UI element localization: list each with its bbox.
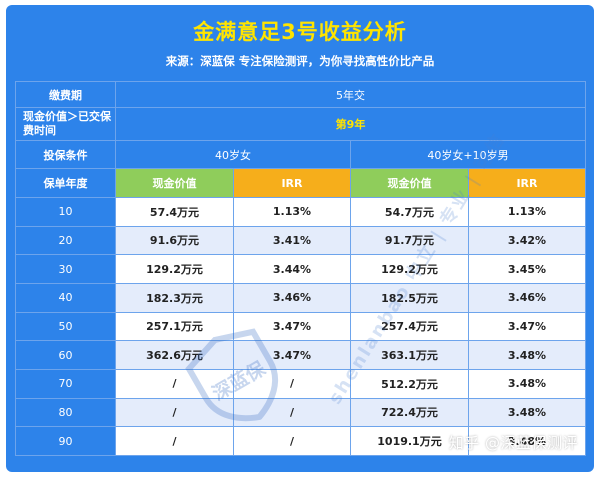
page-subtitle: 来源：深蓝保 专注保险测评，为你寻找高性价比产品 [165,54,435,68]
cash-value-exceed-row: 现金价值＞已交保费时间 第9年 [15,107,586,141]
group-a-cash-value: / [115,397,234,428]
group-b-cash-value: 257.4万元 [350,311,469,342]
group-b-cash-value: 91.7万元 [350,225,469,256]
group-b-irr: 3.45% [468,254,586,284]
group-b-cash-value: 722.4万元 [350,397,469,428]
group-b-irr: 3.46% [468,282,586,313]
group-a-irr: 1.13% [233,197,351,227]
group-b-irr: 3.48% [468,397,586,428]
group-a-cash-value: 362.6万元 [115,340,234,370]
table-row: 60 362.6万元 3.47% 363.1万元 3.48% [15,340,586,370]
policy-year-cell: 10 [15,197,116,227]
table-row: 80 / / 722.4万元 3.48% [15,397,586,428]
group-a-cash-value: 182.3万元 [115,282,234,313]
group-b-irr: 1.13% [468,197,586,227]
table-row: 20 91.6万元 3.41% 91.7万元 3.42% [15,225,586,256]
group-a-irr: / [233,397,351,428]
returns-table: 缴费期 5年交 现金价值＞已交保费时间 第9年 投保条件 40岁女 40岁女+1… [15,81,586,456]
group-b-irr: 3.42% [468,225,586,256]
group-b-cash-value: 54.7万元 [350,197,469,227]
table-row: 10 57.4万元 1.13% 54.7万元 1.13% [15,197,586,227]
table-row: 40 182.3万元 3.46% 182.5万元 3.46% [15,282,586,313]
insured-row: 投保条件 40岁女 40岁女+10岁男 [15,140,586,169]
group-b-cash-header: 现金价值 [350,168,469,198]
group-b-cash-value: 1019.1万元 [350,426,469,456]
policy-year-cell: 30 [15,254,116,284]
group-a-cash-value: 57.4万元 [115,197,234,227]
group-a-irr: 3.47% [233,311,351,342]
column-header-row: 保单年度 现金价值 IRR 现金价值 IRR [15,168,586,198]
group-b-irr: 3.47% [468,311,586,342]
group-a-irr: / [233,426,351,456]
table-row: 50 257.1万元 3.47% 257.4万元 3.47% [15,311,586,342]
group-b-cash-value: 512.2万元 [350,368,469,399]
group-a-cash-value: 129.2万元 [115,254,234,284]
cash-value-exceed-value: 第9年 [115,107,586,141]
group-b-cash-value: 363.1万元 [350,340,469,370]
group-b-irr: 3.48% [468,426,586,456]
policy-year-cell: 50 [15,311,116,342]
cash-value-exceed-label: 现金价值＞已交保费时间 [15,107,116,141]
table-row: 70 / / 512.2万元 3.48% [15,368,586,399]
table-row: 90 / / 1019.1万元 3.48% [15,426,586,456]
group-a-irr-header: IRR [233,168,351,198]
policy-year-cell: 70 [15,368,116,399]
zhihu-credit: 知乎 @深蓝保测评 [448,434,578,452]
group-b-cash-value: 182.5万元 [350,282,469,313]
policy-year-cell: 80 [15,397,116,428]
payment-period-value: 5年交 [115,81,586,108]
group-b-irr: 3.48% [468,340,586,370]
group-a-cash-value: 91.6万元 [115,225,234,256]
group-a-irr: / [233,368,351,399]
page-title: 金满意足3号收益分析 [193,20,407,44]
table-row: 30 129.2万元 3.44% 129.2万元 3.45% [15,254,586,284]
insured-label: 投保条件 [15,140,116,169]
group-a-irr: 3.41% [233,225,351,256]
group-a-irr: 3.44% [233,254,351,284]
group-b-header: 40岁女+10岁男 [350,140,586,169]
group-a-irr: 3.46% [233,282,351,313]
group-a-irr: 3.47% [233,340,351,370]
group-a-cash-value: 257.1万元 [115,311,234,342]
group-b-irr-header: IRR [468,168,586,198]
group-a-header: 40岁女 [115,140,351,169]
group-b-irr: 3.48% [468,368,586,399]
policy-year-cell: 20 [15,225,116,256]
payment-period-row: 缴费期 5年交 [15,81,586,108]
payment-period-label: 缴费期 [15,81,116,108]
group-b-cash-value: 129.2万元 [350,254,469,284]
year-label: 保单年度 [15,168,116,198]
analysis-card: 金满意足3号收益分析 来源：深蓝保 专注保险测评，为你寻找高性价比产品 缴费期 … [6,5,594,472]
policy-year-cell: 90 [15,426,116,456]
group-a-cash-header: 现金价值 [115,168,234,198]
policy-year-cell: 60 [15,340,116,370]
group-a-cash-value: / [115,426,234,456]
policy-year-cell: 40 [15,282,116,313]
group-a-cash-value: / [115,368,234,399]
